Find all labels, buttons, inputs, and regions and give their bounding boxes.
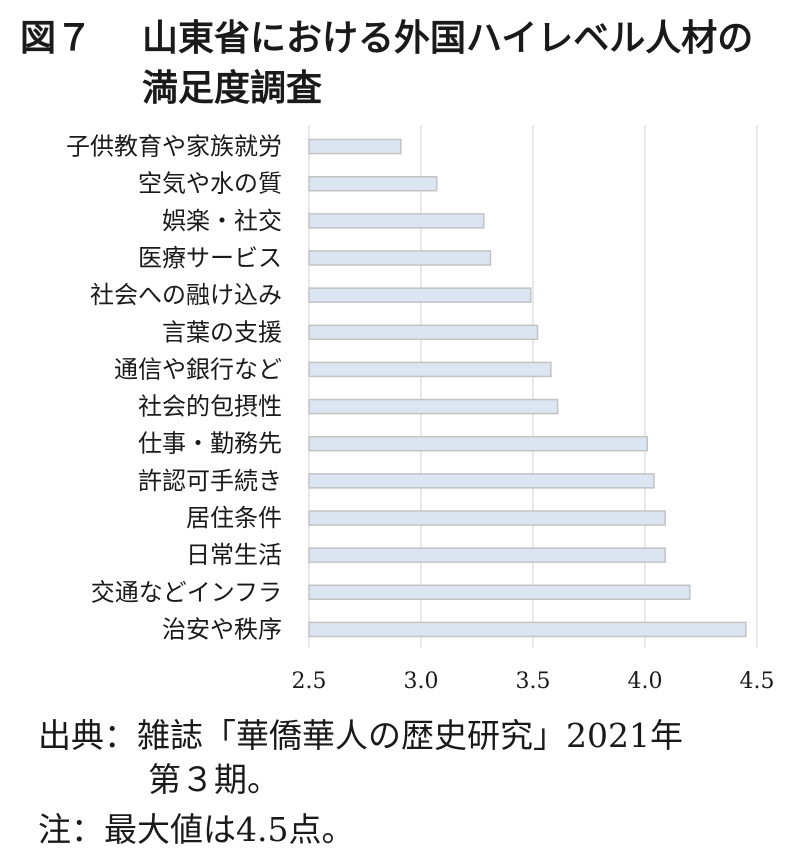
bar-7 bbox=[308, 361, 552, 378]
bar-4 bbox=[308, 250, 492, 266]
category-label: 治安や秩序 bbox=[162, 615, 282, 643]
category-label: 仕事・勤務先 bbox=[138, 430, 282, 458]
footnote: 注：最大値は4.5点。 bbox=[38, 810, 355, 849]
category-label: 子供教育や家族就労 bbox=[66, 133, 282, 161]
x-tick-label: 2.5 bbox=[292, 669, 327, 694]
bar-2 bbox=[308, 175, 438, 192]
category-label: 交通などインフラ bbox=[91, 578, 282, 606]
bar-14 bbox=[308, 621, 747, 638]
bar-3 bbox=[308, 213, 485, 229]
bar-13 bbox=[308, 584, 691, 601]
bar-chart: 2.5 3.0 3.5 4.0 4.5 子供教育や家族就労空気や水の質娯楽・社交医療サービ… bbox=[66, 126, 775, 694]
category-label: 言葉の支援 bbox=[162, 318, 282, 346]
category-label: 日常生活 bbox=[186, 541, 282, 569]
bar-10 bbox=[308, 473, 655, 489]
category-label: 居住条件 bbox=[186, 504, 282, 532]
category-label: 社会への融け込み bbox=[90, 281, 282, 309]
x-tick-label: 4.5 bbox=[740, 669, 775, 694]
source-line-2: 第３期。 bbox=[148, 760, 280, 799]
category-label: 通信や銀行など bbox=[114, 355, 282, 383]
x-tick-label: 3.0 bbox=[404, 669, 439, 694]
source-line-1: 出典：雑誌「華僑華人の歴史研究」2021年 bbox=[38, 716, 683, 755]
x-tick-label: 4.0 bbox=[628, 669, 663, 694]
bar-5 bbox=[308, 287, 532, 303]
bar-9 bbox=[308, 435, 648, 452]
category-label: 医療サービス bbox=[138, 244, 282, 272]
figure-label: 図７ bbox=[20, 18, 93, 59]
bar-8 bbox=[308, 398, 559, 415]
chart-title: 図７ 山東省における外国ハイレベル人材の 満足度調査 bbox=[20, 14, 753, 114]
bar-1 bbox=[308, 138, 402, 155]
bar-6 bbox=[308, 324, 539, 341]
bar-11 bbox=[308, 510, 666, 526]
category-label: 許認可手続き bbox=[138, 467, 282, 495]
title-line-1: 山東省における外国ハイレベル人材の bbox=[142, 18, 754, 59]
source-note: 出典：雑誌「華僑華人の歴史研究」2021年 第３期。 bbox=[38, 714, 683, 802]
category-label: 空気や水の質 bbox=[138, 170, 282, 198]
x-tick-label: 3.5 bbox=[516, 669, 551, 694]
title-line-2: 満足度調査 bbox=[142, 68, 323, 109]
category-label: 社会的包摂性 bbox=[138, 393, 282, 421]
bar-12 bbox=[308, 547, 666, 563]
category-label: 娯楽・社交 bbox=[162, 207, 282, 235]
